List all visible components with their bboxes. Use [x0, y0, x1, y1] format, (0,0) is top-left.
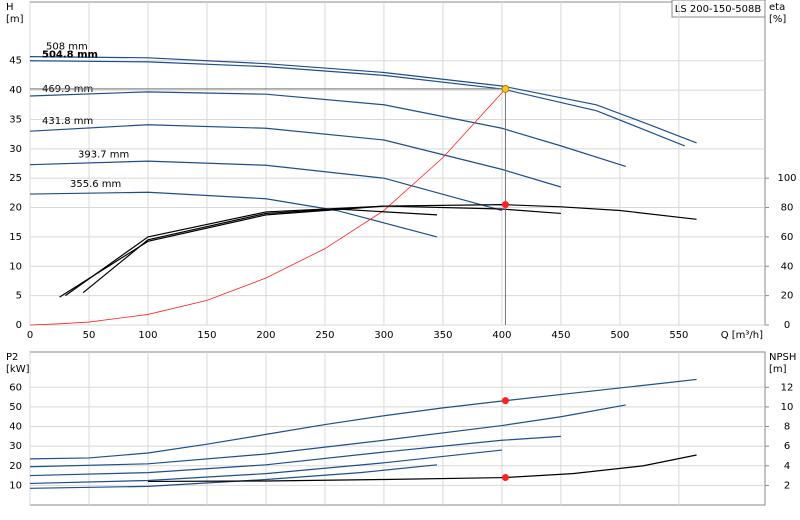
curve [29, 124, 562, 188]
title: LS 200-150-508B [675, 4, 762, 15]
x-tick-label: 500 [610, 330, 629, 341]
x-tick-label: 50 [83, 330, 96, 341]
curve-label: 508 mm [46, 42, 88, 53]
y-tick-label: 5 [16, 291, 22, 302]
y-tick-label: 35 [9, 114, 22, 125]
curve [65, 205, 561, 297]
x-tick-label: 450 [551, 330, 570, 341]
y-axis-unit: [kW] [6, 364, 30, 375]
x-tick-label: 550 [669, 330, 688, 341]
y-tick-label: 25 [9, 173, 22, 184]
y2-tick-label: 10 [781, 402, 794, 413]
curve [29, 160, 503, 212]
duty-point [501, 474, 509, 482]
x-tick-label: 100 [138, 330, 157, 341]
curve [29, 435, 561, 477]
curve [29, 60, 685, 147]
y-tick-label: 15 [9, 232, 22, 243]
y2-tick-label: 0 [784, 320, 790, 331]
title-box [671, 0, 766, 18]
x-tick-label: 0 [27, 330, 33, 341]
y2-tick-label: 6 [784, 441, 790, 452]
curve [82, 208, 438, 294]
plot-frame [29, 1, 766, 326]
curve [29, 449, 502, 485]
duty-point [501, 201, 509, 209]
x-tick-label: 200 [256, 330, 275, 341]
curve-label: 431.8 mm [42, 116, 93, 127]
y-tick-label: 30 [9, 441, 22, 452]
y-axis-unit: [m] [6, 14, 24, 25]
y2-tick-label: 20 [781, 291, 794, 302]
y-tick-label: 40 [9, 422, 22, 433]
curve [29, 404, 626, 468]
y2-axis-label: eta [769, 2, 785, 13]
y2-tick-label: 80 [781, 203, 794, 214]
y-tick-label: 0 [16, 320, 22, 331]
y2-tick-label: 8 [784, 422, 790, 433]
y2-tick-label: 12 [781, 382, 794, 393]
curve-label: 504.8 mm [42, 50, 98, 61]
y2-tick-label: 4 [784, 461, 790, 472]
curve [29, 56, 697, 144]
y-axis-label: H [6, 2, 14, 13]
curve [59, 204, 697, 298]
y-tick-label: 40 [9, 85, 22, 96]
y2-axis-unit: [%] [769, 14, 786, 25]
y2-tick-label: 2 [784, 480, 790, 491]
y2-axis-unit: [m] [769, 364, 787, 375]
curve [29, 378, 697, 460]
x-tick-label: 150 [197, 330, 216, 341]
y-axis-label: P2 [6, 352, 18, 363]
y-tick-label: 30 [9, 144, 22, 155]
duty-point [501, 85, 510, 93]
curve-label: 393.7 mm [78, 150, 129, 161]
curve [29, 91, 626, 168]
y-tick-label: 45 [9, 56, 22, 67]
curve-label: 355.6 mm [70, 179, 121, 190]
y2-axis-label: NPSH [769, 352, 796, 363]
y-tick-label: 50 [9, 402, 22, 413]
y-tick-label: 20 [9, 203, 22, 214]
curve [29, 88, 506, 326]
y-tick-label: 10 [9, 480, 22, 491]
y2-tick-label: 40 [781, 261, 794, 272]
y-tick-label: 10 [9, 261, 22, 272]
x-tick-label: 350 [433, 330, 452, 341]
x-tick-label: 300 [374, 330, 393, 341]
curve [29, 191, 438, 238]
plot-frame [29, 351, 766, 506]
duty-point [501, 397, 509, 405]
y2-tick-label: 60 [781, 232, 794, 243]
x-tick-label: 250 [315, 330, 334, 341]
x-tick-label: 400 [492, 330, 511, 341]
x-axis-label: Q [m³/h] [721, 330, 763, 341]
curve-label: 469.9 mm [42, 84, 93, 95]
y-tick-label: 20 [9, 461, 22, 472]
y2-tick-label: 100 [777, 173, 796, 184]
curve [29, 464, 438, 489]
y-tick-label: 60 [9, 382, 22, 393]
